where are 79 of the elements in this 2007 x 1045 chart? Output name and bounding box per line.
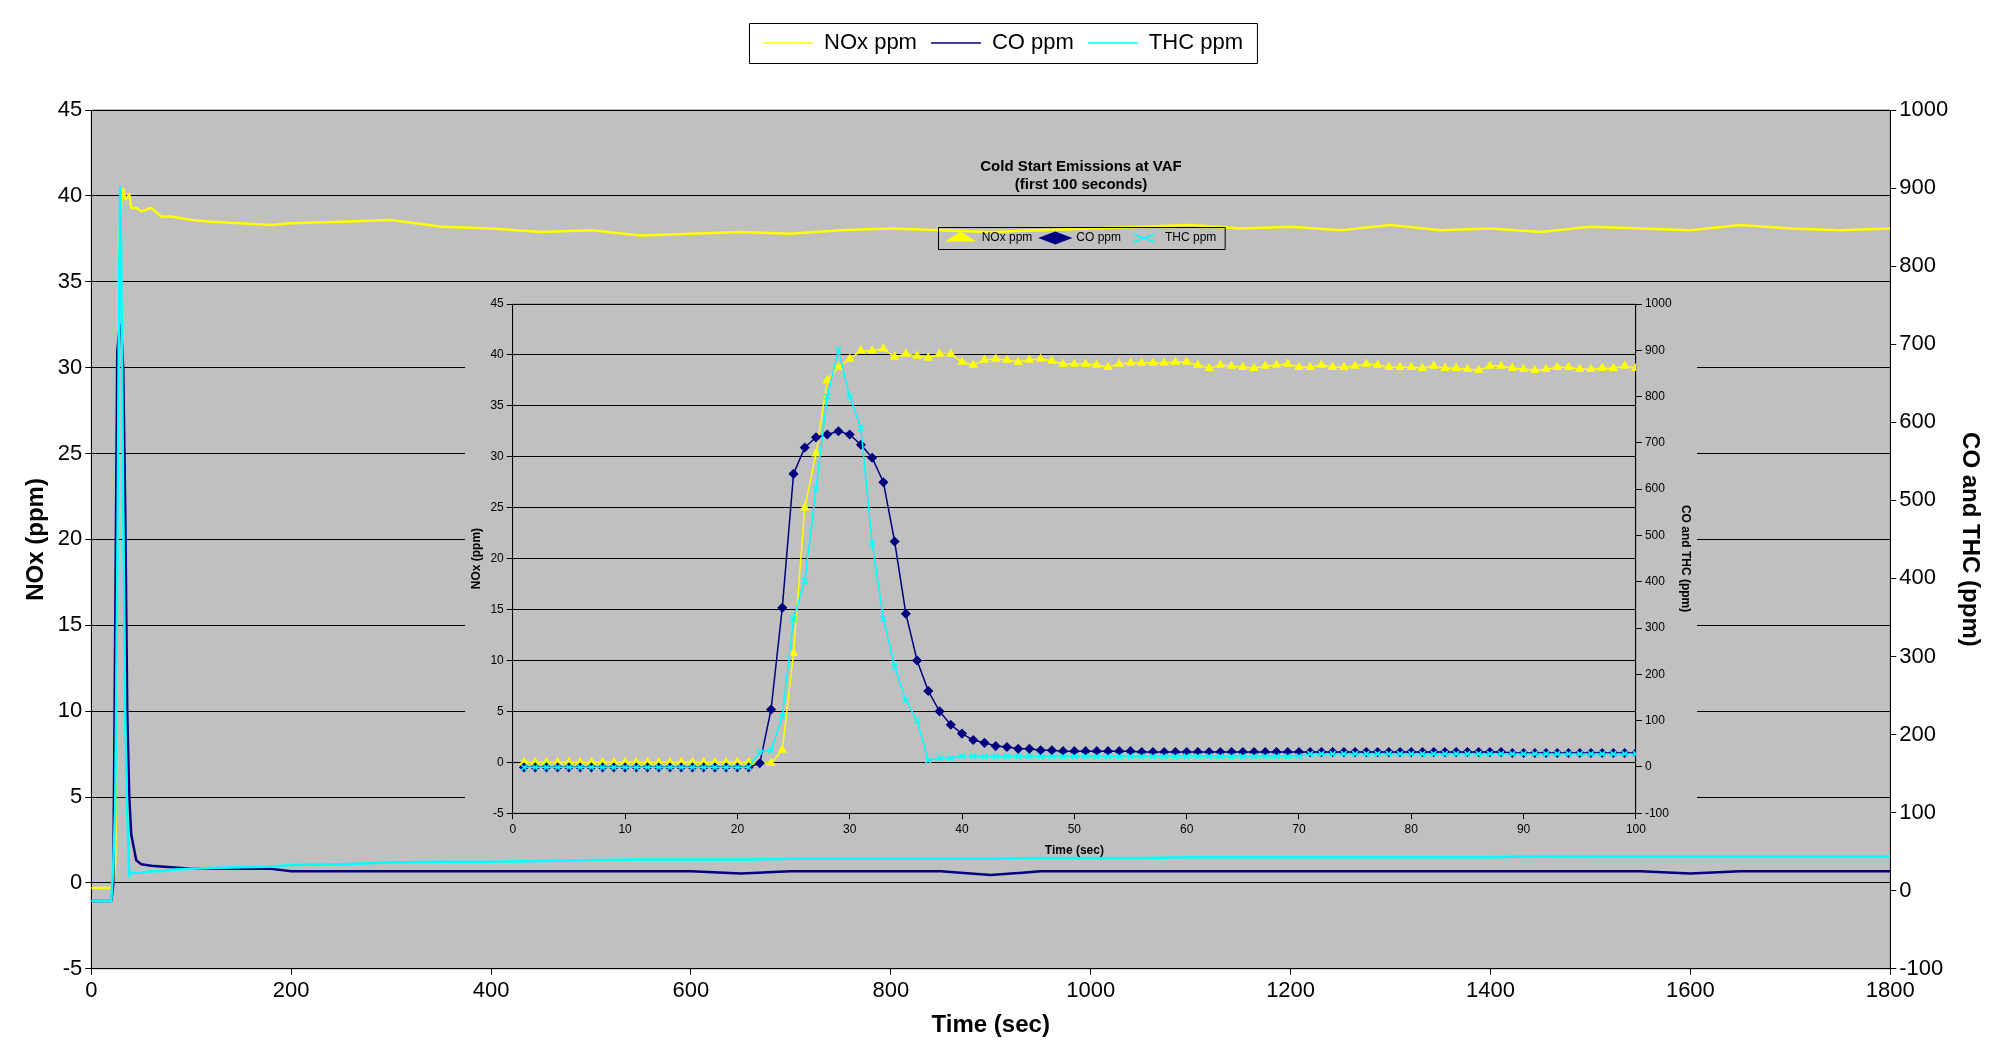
legend-label: CO ppm	[991, 29, 1074, 55]
x-tick-label: 1000	[1066, 977, 1116, 1003]
x-tick-label: 1800	[1865, 977, 1915, 1003]
x-tick-label: 50	[1067, 821, 1082, 836]
y-tick-label: 40	[57, 181, 83, 207]
y-tick-label: 15	[57, 611, 83, 637]
x-tick-label: 80	[1404, 821, 1419, 836]
x-tick-label: 20	[730, 821, 745, 836]
y2-tick-label: 200	[1644, 666, 1666, 681]
y2-tick-label: 100	[1644, 712, 1666, 727]
y2-tick-label: 700	[1644, 435, 1666, 450]
chart-subtitle: (first 100 seconds)	[1014, 175, 1148, 193]
y-tick-label: 45	[490, 296, 505, 311]
x-tick-label: 40	[955, 821, 969, 836]
x-tick-label: 800	[872, 977, 910, 1003]
x-tick-label: 1400	[1466, 977, 1515, 1003]
y-tick-label: 45	[57, 96, 83, 122]
x-tick-label: 90	[1516, 821, 1531, 836]
y2-tick-label: 300	[1899, 642, 1936, 668]
y-tick-label: 0	[70, 868, 83, 894]
y-tick-label: 15	[490, 601, 505, 616]
x-tick-label: 400	[472, 977, 510, 1003]
y-tick-label: 10	[490, 652, 505, 667]
chart-title: Cold Start Emissions at VAF	[980, 157, 1182, 175]
y2-tick-label: 900	[1899, 174, 1936, 200]
x-tick-label: 200	[272, 977, 310, 1003]
x-tick-label: 0	[509, 821, 517, 836]
y2-tick-label: 500	[1899, 486, 1936, 512]
y-tick-label: 30	[490, 449, 505, 464]
x-tick-label: 30	[843, 821, 857, 836]
y-tick-label: -5	[493, 805, 505, 820]
x-tick-label: 60	[1179, 821, 1194, 836]
x-tick-label: 100	[1625, 821, 1647, 836]
y2-tick-label: -100	[1899, 954, 1944, 980]
y-tick-label: 20	[57, 525, 83, 551]
y2-tick-label: 300	[1644, 620, 1666, 635]
y2-tick-label: 800	[1644, 388, 1666, 403]
y2-tick-label: 600	[1644, 481, 1666, 496]
y2-tick-label: 1000	[1644, 296, 1672, 311]
y2-tick-label: 400	[1899, 564, 1936, 590]
y2-tick-label: 500	[1644, 527, 1666, 542]
y2-tick-label: 200	[1899, 720, 1936, 746]
x-tick-label: 10	[618, 821, 633, 836]
y-tick-label: 0	[497, 754, 505, 769]
legend-label: NOx ppm	[981, 230, 1033, 245]
y2-tick-label: 600	[1899, 408, 1936, 434]
y-tick-label: 10	[57, 697, 83, 723]
y2-tick-label: 900	[1644, 342, 1666, 357]
legend-label: THC ppm	[1165, 230, 1217, 245]
y2-tick-label: 400	[1644, 574, 1666, 589]
x-tick-label: 1600	[1665, 977, 1715, 1003]
y-tick-label: 30	[57, 353, 83, 379]
y2-tick-label: 0	[1899, 876, 1912, 902]
x-axis-title: Time (sec)	[1044, 843, 1104, 858]
y-axis-title: NOx (ppm)	[21, 478, 49, 601]
x-tick-label: 70	[1292, 821, 1306, 836]
y-tick-label: 35	[57, 267, 83, 293]
y2-tick-label: 0	[1644, 759, 1652, 774]
y2-tick-label: 700	[1899, 330, 1936, 356]
y-axis-title: NOx (ppm)	[468, 527, 483, 590]
y-tick-label: 20	[490, 550, 505, 565]
legend-label: NOx ppm	[824, 29, 917, 55]
legend-label: THC ppm	[1148, 29, 1243, 55]
x-tick-label: 1200	[1266, 977, 1316, 1003]
x-axis-title: Time (sec)	[931, 1010, 1050, 1038]
y2-tick-label: 1000	[1899, 96, 1949, 122]
y2-tick-label: -100	[1644, 805, 1670, 820]
y-tick-label: 35	[490, 398, 505, 413]
y-tick-label: 5	[497, 703, 505, 718]
x-tick-label: 600	[672, 977, 710, 1003]
y-tick-label: 25	[57, 439, 83, 465]
y2-axis-title: CO and THC (ppm)	[1957, 432, 1985, 647]
y-tick-label: 40	[490, 347, 505, 362]
y-tick-label: 5	[70, 783, 83, 809]
legend-label: CO ppm	[1076, 230, 1122, 245]
y2-tick-label: 800	[1899, 252, 1936, 278]
y-tick-label: -5	[62, 954, 83, 980]
y2-axis-title: CO and THC (ppm)	[1679, 504, 1694, 613]
y-tick-label: 25	[490, 499, 505, 514]
